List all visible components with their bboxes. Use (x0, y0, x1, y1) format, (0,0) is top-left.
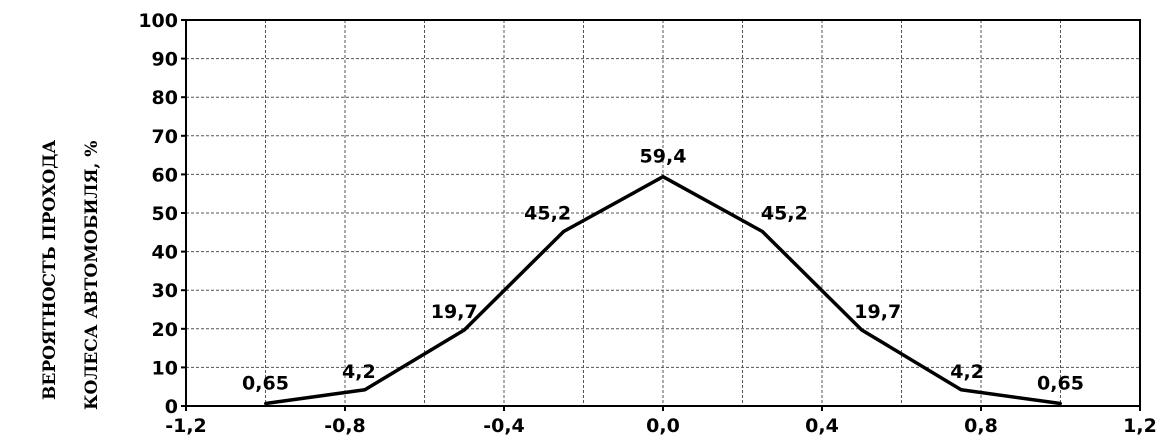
y-tick-labels: 0 10 20 30 40 50 60 70 80 90 100 (138, 10, 178, 418)
data-label: 4,2 (950, 361, 984, 383)
data-point (1059, 401, 1062, 405)
data-label: 4,2 (342, 361, 376, 383)
y-tick-label: 90 (152, 49, 178, 71)
data-label: 0,65 (1037, 372, 1084, 394)
data-label: 19,7 (854, 301, 901, 323)
plot-border (185, 19, 1141, 407)
y-tick-label: 80 (152, 87, 178, 109)
y-tick-label: 60 (152, 164, 178, 186)
data-label: 59,4 (640, 146, 687, 168)
data-point (661, 175, 665, 179)
data-point (562, 230, 566, 234)
data-point (264, 401, 267, 405)
y-tick-label: 10 (152, 357, 178, 379)
grid (186, 20, 1140, 406)
x-tick-label: 0,0 (646, 415, 680, 437)
data-label: 19,7 (431, 301, 478, 323)
data-point (860, 328, 864, 332)
y-tick-label: 100 (138, 10, 178, 32)
y-tick-label: 70 (152, 126, 178, 148)
y-tick-label: 30 (152, 280, 178, 302)
y-tick-label: 40 (152, 242, 178, 264)
series (264, 174, 1062, 406)
x-tick-label: -0,4 (483, 415, 525, 437)
data-point (760, 230, 764, 234)
x-tick-label: 1,2 (1123, 415, 1157, 437)
x-tick-labels: -1,2 -0,8 -0,4 0,0 0,4 0,8 1,2 (165, 415, 1157, 437)
x-tick-label: -1,2 (165, 415, 207, 437)
data-labels: 0,65 4,2 19,7 45,2 59,4 45,2 19,7 4,2 0,65 (242, 146, 1084, 395)
data-label: 45,2 (524, 203, 571, 225)
data-point (363, 388, 367, 392)
data-label: 45,2 (761, 203, 808, 225)
y-tick-label: 50 (152, 203, 178, 225)
plot-frame (181, 19, 1141, 411)
data-point (959, 388, 963, 392)
data-label: 0,65 (242, 372, 289, 394)
x-tick-label: -0,8 (324, 415, 366, 437)
data-point (462, 328, 466, 332)
x-tick-label: 0,4 (805, 415, 839, 437)
y-tick-label: 20 (152, 319, 178, 341)
x-tick-label: 0,8 (964, 415, 998, 437)
y-tick-label: 0 (165, 396, 178, 418)
